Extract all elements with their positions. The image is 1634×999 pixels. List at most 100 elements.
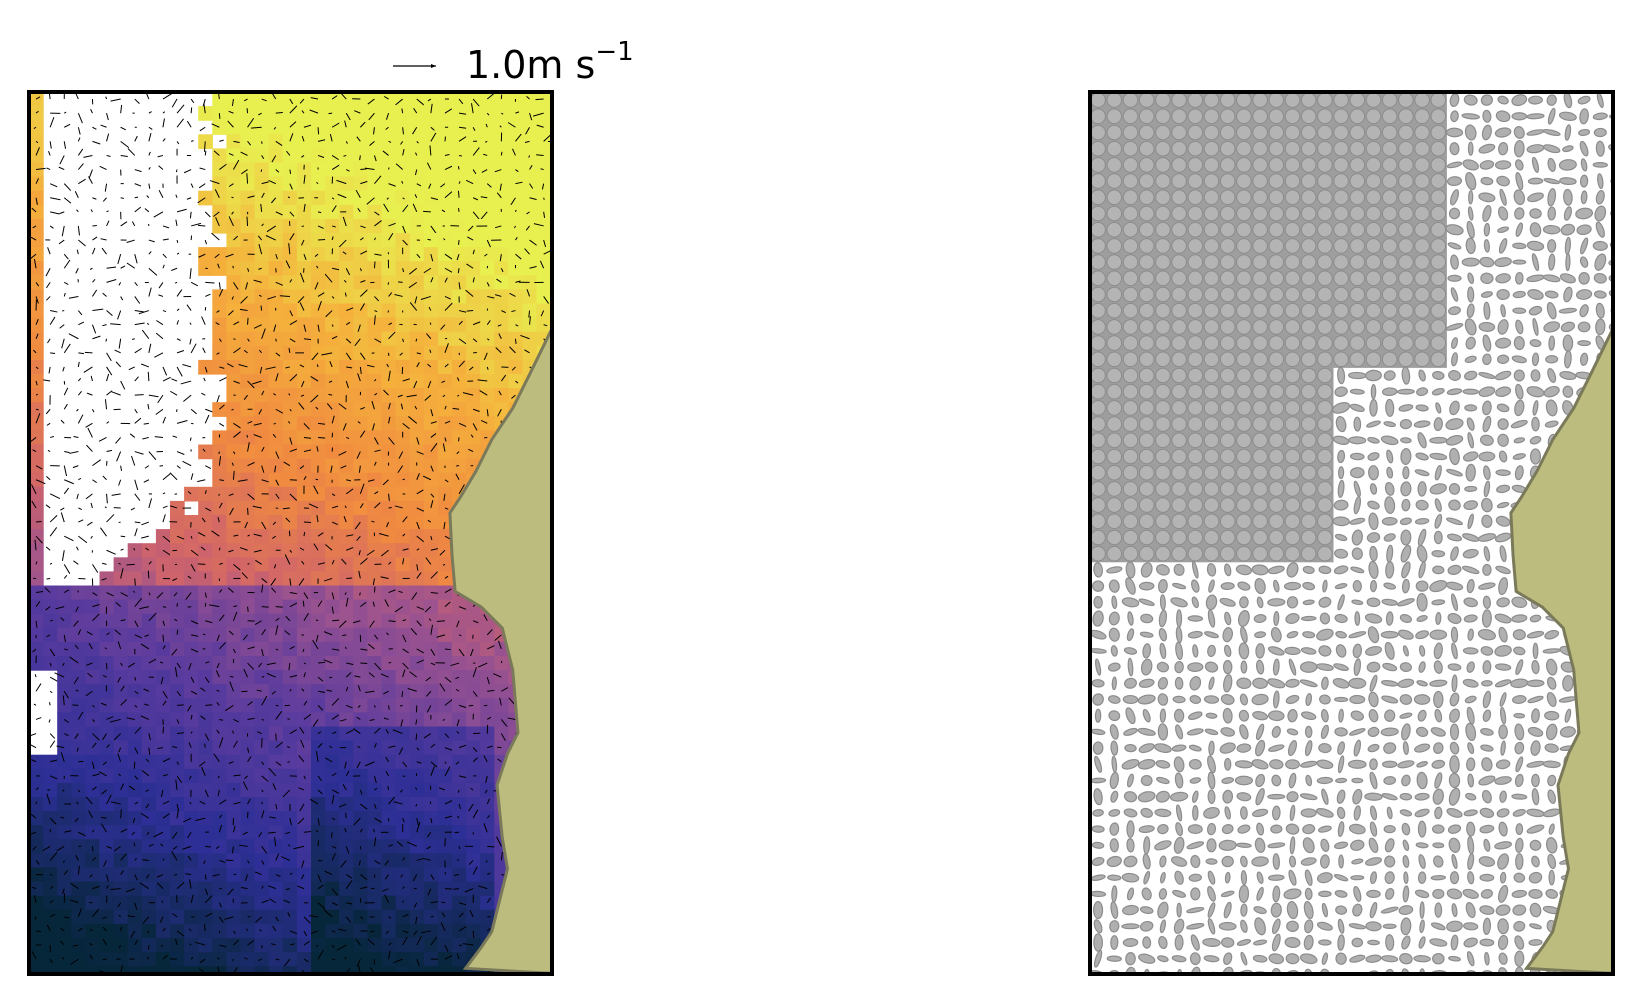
speed-cell	[325, 853, 340, 869]
velocity-arrow	[533, 223, 544, 227]
velocity-arrow	[345, 874, 353, 879]
velocity-arrow	[35, 96, 41, 100]
velocity-arrow	[148, 592, 151, 596]
velocity-arrow	[426, 705, 432, 714]
velocity-arrow	[301, 380, 305, 388]
velocity-arrow	[494, 225, 502, 229]
tidal-ellipse	[1398, 254, 1414, 270]
velocity-arrow	[233, 380, 240, 384]
velocity-arrow	[226, 363, 234, 368]
velocity-arrow	[289, 121, 297, 128]
velocity-arrow	[204, 743, 206, 748]
velocity-arrow	[342, 784, 347, 791]
velocity-arrow	[558, 917, 561, 919]
velocity-arrow	[148, 394, 159, 398]
velocity-arrow	[147, 371, 150, 382]
tidal-ellipse	[1122, 221, 1139, 238]
speed-cell	[268, 684, 284, 699]
velocity-arrow	[458, 207, 460, 212]
speed-cell	[282, 458, 298, 474]
speed-cell	[339, 190, 354, 206]
velocity-arrow	[282, 507, 290, 510]
speed-cell	[409, 966, 425, 974]
tidal-ellipse	[1365, 221, 1382, 238]
speed-cell	[480, 120, 495, 135]
velocity-arrow	[388, 292, 393, 297]
speed-cell	[254, 345, 270, 361]
speed-cell	[381, 768, 397, 784]
tidal-ellipse	[1090, 124, 1106, 141]
speed-cell	[155, 966, 171, 974]
velocity-arrow	[145, 803, 150, 809]
speed-cell	[198, 627, 213, 643]
velocity-arrow	[227, 587, 234, 593]
velocity-arrow	[487, 872, 491, 875]
speed-cell	[226, 627, 242, 643]
speed-cell	[85, 627, 101, 643]
velocity-arrow	[58, 239, 65, 245]
tidal-ellipse	[1090, 254, 1106, 270]
velocity-arrow	[49, 527, 58, 537]
speed-cell	[198, 895, 213, 911]
speed-cell	[254, 500, 270, 516]
velocity-arrow	[204, 895, 213, 904]
velocity-arrow	[331, 197, 335, 200]
speed-cell	[254, 923, 270, 939]
velocity-arrow	[430, 493, 435, 498]
speed-cell	[353, 571, 368, 587]
speed-cell	[240, 444, 256, 460]
velocity-arrow	[359, 366, 362, 375]
velocity-arrow	[218, 502, 223, 509]
velocity-arrow	[402, 149, 405, 156]
speed-cell	[353, 740, 368, 756]
speed-cell	[85, 670, 101, 685]
velocity-arrow	[46, 422, 51, 426]
speed-cell	[437, 712, 453, 728]
velocity-arrow	[199, 800, 206, 805]
speed-cell	[282, 712, 298, 728]
velocity-arrow	[92, 704, 95, 708]
tidal-ellipse	[1513, 126, 1525, 139]
velocity-arrow	[120, 548, 124, 551]
velocity-arrow	[49, 514, 58, 523]
velocity-arrow	[241, 572, 248, 579]
velocity-arrow	[373, 261, 376, 269]
speed-cell	[466, 303, 481, 319]
velocity-arrow	[458, 912, 464, 918]
speed-cell	[282, 500, 298, 516]
velocity-arrow	[345, 321, 351, 326]
speed-cell	[353, 388, 368, 403]
velocity-arrow	[106, 449, 113, 453]
speed-cell	[57, 599, 72, 615]
speed-cell	[198, 444, 213, 460]
velocity-arrow	[153, 211, 164, 218]
velocity-arrow	[101, 823, 107, 833]
velocity-arrow	[340, 92, 347, 100]
velocity-arrow	[529, 316, 531, 325]
velocity-arrow	[341, 558, 347, 565]
speed-cell	[184, 726, 199, 742]
velocity-arrow	[297, 296, 305, 304]
velocity-arrow	[133, 842, 136, 847]
speed-cell	[381, 162, 397, 178]
velocity-arrow	[331, 714, 340, 720]
speed-cell	[311, 374, 326, 389]
velocity-arrow	[254, 620, 262, 625]
velocity-arrow	[110, 98, 121, 102]
velocity-arrow	[540, 168, 544, 171]
velocity-arrow	[106, 220, 110, 227]
velocity-arrow	[261, 578, 268, 584]
velocity-arrow	[415, 338, 418, 342]
velocity-arrow	[331, 592, 335, 600]
speed-cell	[85, 684, 101, 699]
speed-cell	[268, 289, 284, 305]
velocity-arrow	[289, 493, 298, 502]
velocity-arrow	[388, 942, 392, 946]
velocity-arrow	[364, 761, 375, 767]
speed-cell	[353, 374, 368, 389]
speed-cell	[339, 204, 354, 220]
velocity-arrow	[383, 690, 389, 695]
velocity-arrow	[514, 209, 517, 213]
velocity-arrow	[64, 648, 69, 651]
